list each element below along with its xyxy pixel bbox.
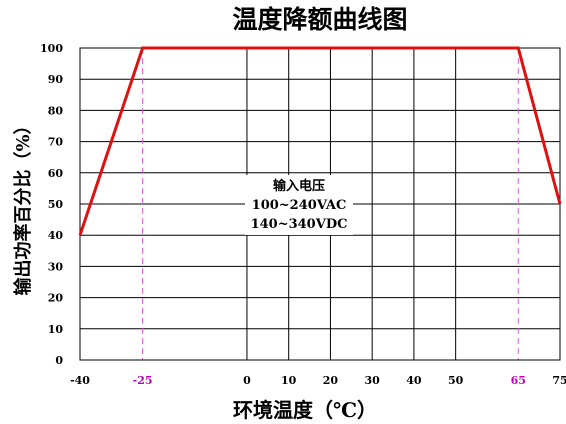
x-tick-labels: -40 -25 0 10 20 30 40 50 65 75 [70,374,566,387]
x-tick-label: -40 [70,374,90,387]
series-layer [78,46,562,236]
y-tick-label: 50 [48,198,64,211]
derating-line [78,46,562,236]
y-tick-label: 40 [48,229,64,242]
x-tick-label: 75 [552,374,566,387]
annotation-line-2: 100~240VAC [252,198,347,213]
x-tick-label: 0 [243,374,251,387]
y-axis-label: 输出功率百分比（%） [12,116,34,295]
y-tick-label: 20 [48,292,64,305]
annotation-line-3: 140~340VDC [251,217,348,232]
y-tick-label: 100 [40,42,63,55]
x-tick-label: 50 [448,374,464,387]
x-axis-label: 环境温度（℃） [233,398,377,422]
y-tick-label: 60 [48,167,64,180]
x-tick-label: 30 [365,374,381,387]
x-tick-label: -25 [133,374,153,387]
x-tick-label: 20 [323,374,339,387]
y-tick-label: 90 [48,73,64,86]
y-tick-label: 80 [48,104,64,117]
y-tick-label: 10 [48,323,64,336]
y-tick-label: 70 [48,136,64,149]
chart-title: 温度降额曲线图 [232,5,407,34]
annotation-line-1: 输入电压 [273,178,325,194]
reference-lines [142,48,519,360]
x-tick-label: 40 [406,374,422,387]
y-tick-label: 30 [48,260,64,273]
annotation-box [245,175,353,235]
y-tick-labels: 0 10 20 30 40 50 60 70 80 90 100 [40,42,63,367]
x-tick-label: 65 [511,374,526,387]
x-tick-label: 10 [281,374,297,387]
y-tick-label: 0 [55,354,63,367]
